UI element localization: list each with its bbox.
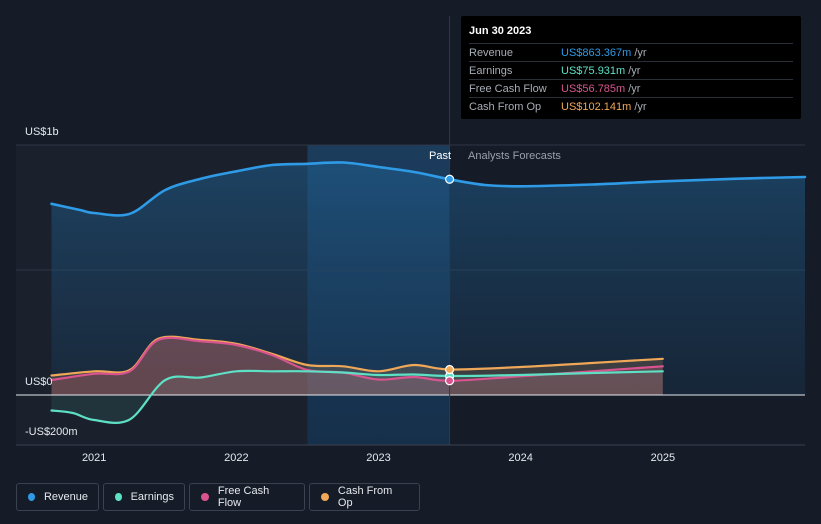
tooltip-row-label: Free Cash Flow [469, 82, 547, 95]
tooltip-row-value: US$75.931m [561, 64, 626, 77]
tooltip-row-free-cash-flow: Free Cash Flow US$56.785m /yr [469, 79, 793, 97]
tooltip-row-unit: /yr [634, 100, 647, 113]
x-tick-label: 2025 [651, 452, 675, 464]
x-tick-label: 2024 [508, 452, 532, 464]
x-tick-label: 2023 [366, 452, 390, 464]
tooltip-row-label: Revenue [469, 46, 514, 59]
tooltip-row-unit: /yr [634, 46, 647, 59]
x-tick-label: 2022 [224, 452, 248, 464]
tooltip-row-label: Cash From Op [469, 100, 542, 113]
forecast-label: Analysts Forecasts [468, 150, 561, 162]
y-axis-label-zero: US$0 [25, 376, 53, 388]
area-free-cash-flow [51, 337, 663, 395]
point-marker-free-cash-flow [444, 376, 455, 386]
series-line-revenue [50, 161, 807, 217]
legend-label: Earnings [130, 491, 174, 503]
tooltip-row-unit: /yr [628, 64, 641, 77]
tooltip-row-revenue: Revenue US$863.367m /yr [469, 43, 793, 61]
legend-dot-icon [28, 493, 35, 501]
legend-label: Cash From Op [337, 485, 393, 509]
legend-dot-icon [115, 493, 122, 501]
tooltip-row-label: Earnings [469, 64, 513, 77]
area-earnings [51, 370, 663, 423]
area-cash-from-op [51, 336, 663, 395]
tooltip-row-unit: /yr [628, 82, 641, 95]
point-marker-revenue [444, 174, 455, 184]
area-revenue [51, 162, 805, 395]
financial-chart: 2021 2022 2023 2024 2025 [16, 16, 807, 464]
legend-dot-icon [201, 493, 209, 501]
legend-cash-from-op[interactable]: Cash From Op [309, 483, 420, 511]
legend-label: Revenue [43, 491, 88, 503]
x-tick-label: 2021 [82, 452, 106, 464]
y-axis-label-bottom: -US$200m [25, 426, 78, 438]
tooltip-row-value: US$863.367m [561, 46, 632, 59]
tooltip-row-value: US$102.141m [561, 100, 632, 113]
legend-earnings[interactable]: Earnings [103, 483, 185, 511]
tooltip-row-cash-from-op: Cash From Op US$102.141m /yr [469, 97, 793, 115]
legend-dot-icon [321, 493, 329, 501]
point-marker-cash-from-op [444, 364, 455, 375]
legend-label: Free Cash Flow [217, 485, 270, 509]
series-line-earnings [50, 369, 664, 424]
past-label: Past [429, 150, 452, 162]
data-tooltip: Jun 30 2023 Revenue US$863.367m /yr Earn… [461, 16, 801, 119]
legend-free-cash-flow[interactable]: Free Cash Flow [189, 483, 305, 511]
tooltip-row-earnings: Earnings US$75.931m /yr [469, 61, 793, 79]
y-axis-label-top: US$1b [25, 126, 59, 138]
tooltip-row-value: US$56.785m [561, 82, 626, 95]
legend-revenue[interactable]: Revenue [16, 483, 99, 511]
tooltip-date: Jun 30 2023 [469, 25, 532, 37]
